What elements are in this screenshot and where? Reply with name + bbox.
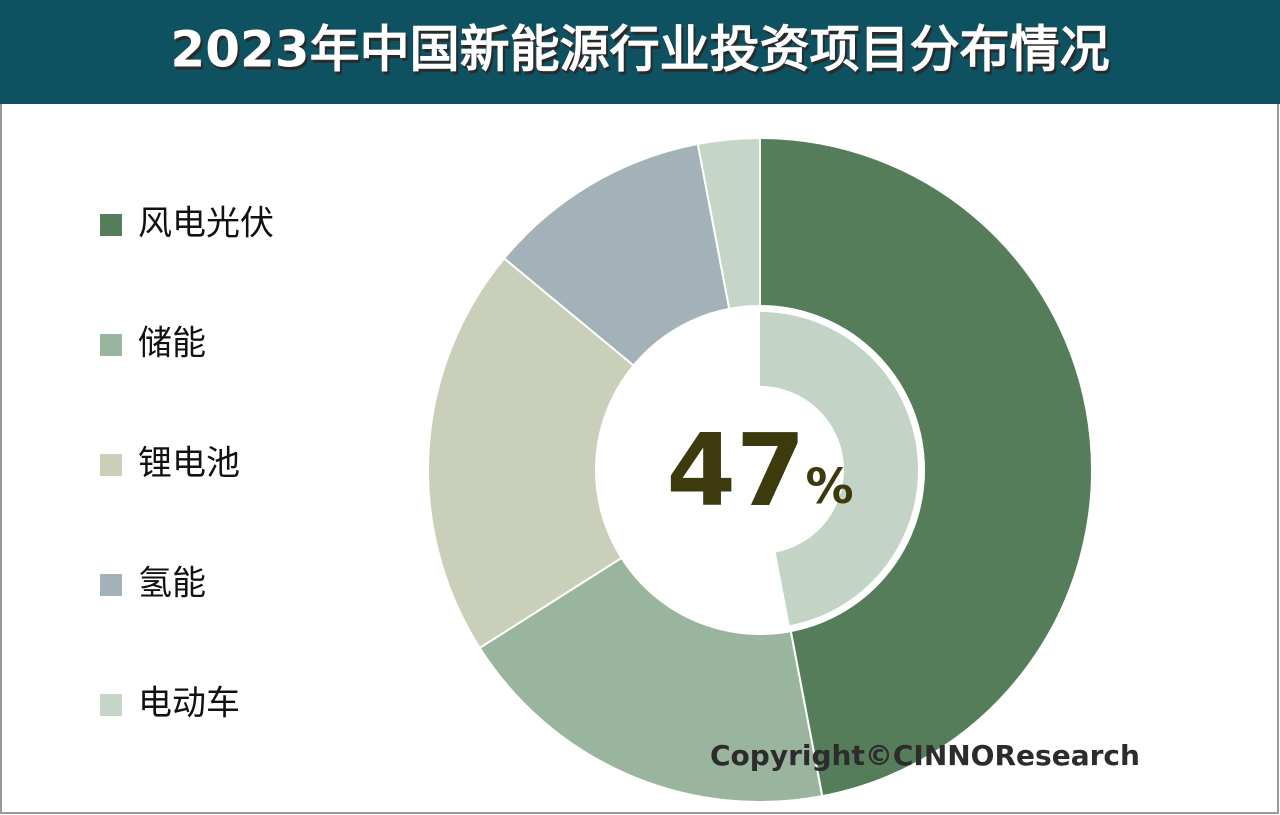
legend-swatch	[100, 454, 122, 476]
inner	[760, 312, 919, 626]
legend-swatch	[100, 574, 122, 596]
source: Copyright©CINNOResearch	[710, 739, 1140, 772]
title-bar	[0, 0, 1280, 104]
legend-label: 风电光伏	[138, 204, 274, 244]
center-label: 47%	[666, 412, 853, 529]
highlight-arc	[760, 312, 919, 626]
center-value: 47	[666, 412, 805, 529]
legend-swatch	[100, 334, 122, 356]
title-shadow: 2023年中国新能源行业投资项目分布情况	[172, 24, 1111, 82]
donut-segment	[427, 256, 636, 650]
plot	[427, 136, 1093, 803]
legend-label: 氢能	[138, 564, 206, 604]
legend-label: 储能	[138, 324, 206, 364]
legend-swatch	[100, 694, 122, 716]
chart-title: 2023年中国新能源行业投资项目分布情况	[170, 21, 1109, 79]
center-unit: %	[806, 459, 854, 515]
legend-label: 电动车	[138, 684, 240, 724]
legend-label: 锂电池	[138, 444, 240, 484]
legend-swatch	[100, 214, 122, 236]
